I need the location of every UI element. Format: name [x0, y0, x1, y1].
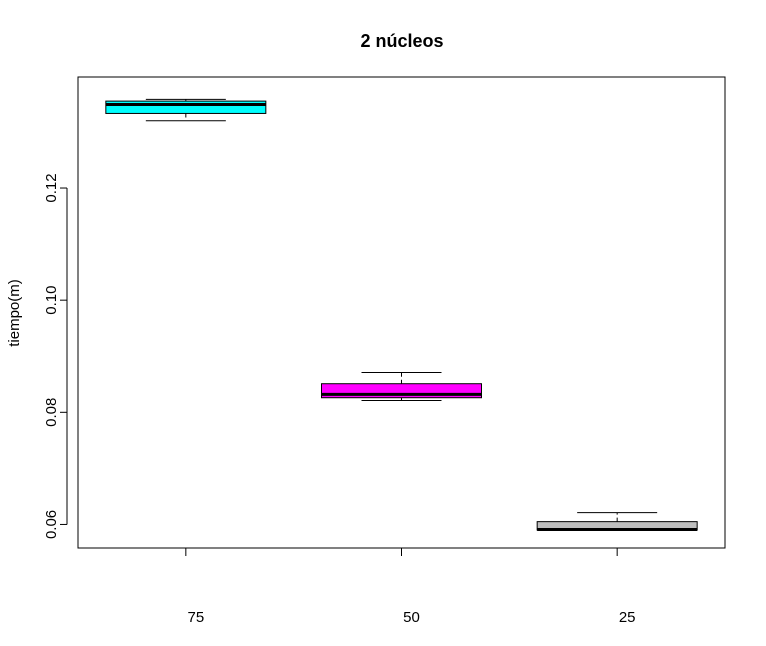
box-iqr	[105, 100, 267, 114]
y-tick-label: 0.06	[43, 510, 60, 539]
x-axis: 75 50 25	[185, 548, 636, 626]
y-tick-label: 0.12	[43, 173, 60, 202]
y-axis: 0.06 0.08 0.10 0.12	[43, 173, 68, 539]
x-tick-label: 25	[619, 609, 636, 626]
x-tick-label: 50	[403, 609, 420, 626]
plot-frame	[77, 76, 726, 549]
boxes-group	[105, 98, 698, 531]
chart-title: 2 núcleos	[360, 31, 443, 51]
y-tick-label: 0.10	[43, 286, 60, 315]
y-tick-label: 0.08	[43, 398, 60, 427]
box-50	[321, 371, 482, 402]
box-25	[536, 512, 698, 531]
y-axis-label: tiempo(m)	[6, 279, 23, 347]
box-75	[105, 98, 267, 122]
x-tick-label: 75	[187, 609, 204, 626]
